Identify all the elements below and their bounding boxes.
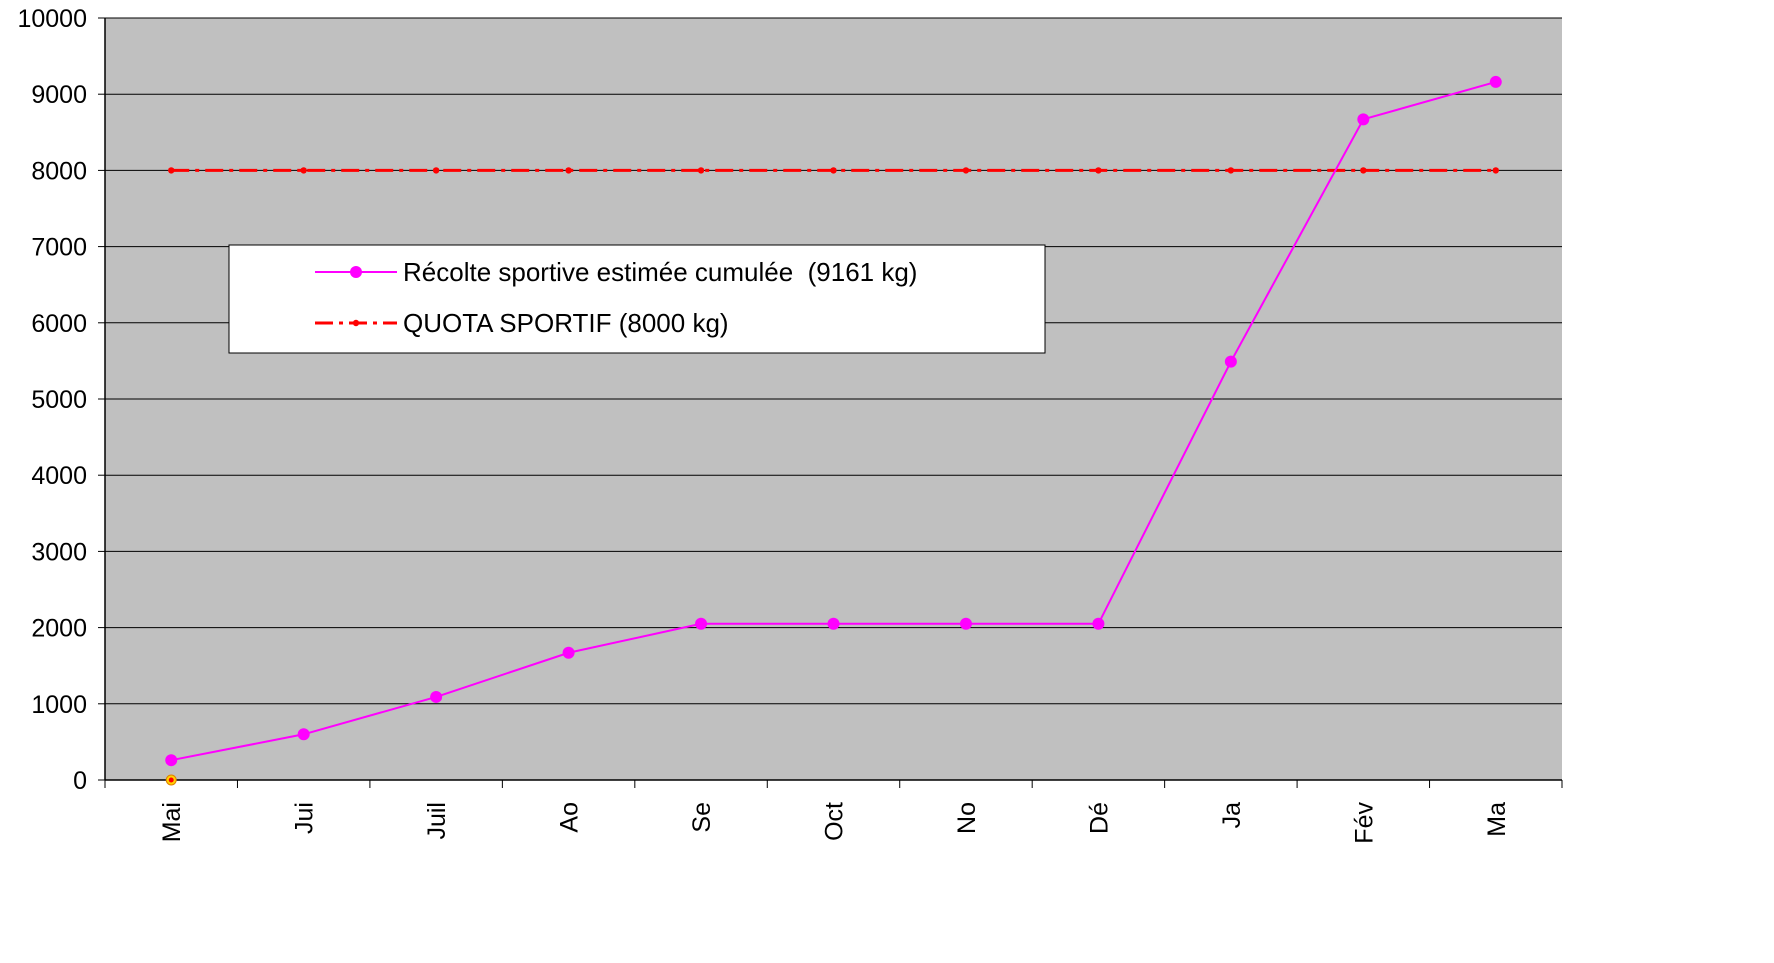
- series: [165, 75, 1502, 786]
- data-point-1-7: [1095, 167, 1102, 174]
- x-tick-label-Ao: Ao: [556, 802, 584, 833]
- legend-swatch-marker-1: [352, 319, 360, 327]
- data-point-1-5: [830, 167, 837, 174]
- y-tick-label-5000: 5000: [31, 386, 87, 414]
- y-tick-label-1000: 1000: [31, 691, 87, 719]
- y-tick-label-3000: 3000: [31, 538, 87, 566]
- data-point-1-3: [565, 167, 572, 174]
- data-point-1-9: [1360, 167, 1367, 174]
- y-tick-label-2000: 2000: [31, 615, 87, 643]
- data-point-0-6: [959, 617, 972, 630]
- x-tick-label-Ma: Ma: [1483, 802, 1511, 837]
- data-point-1-8: [1227, 167, 1235, 174]
- origin-marker-core: [168, 777, 174, 783]
- legend: Récolte sportive estimée cumulée (9161 k…: [228, 244, 1046, 354]
- x-tick-label-Mai: Mai: [158, 802, 186, 842]
- data-point-1-10: [1492, 167, 1499, 174]
- x-tick-label-Fév: Fév: [1350, 802, 1378, 844]
- data-point-1-0: [168, 167, 175, 174]
- x-tick-label-Se: Se: [688, 802, 716, 833]
- data-point-0-9: [1357, 113, 1370, 126]
- data-point-0-10: [1489, 75, 1502, 88]
- y-tick-label-7000: 7000: [31, 234, 87, 262]
- y-tick-label-10000: 10000: [17, 5, 87, 33]
- data-point-1-1: [300, 167, 307, 174]
- data-point-1-2: [432, 167, 440, 174]
- data-point-0-0: [165, 754, 178, 767]
- x-tick-label-No: No: [953, 802, 981, 834]
- series-1: [168, 167, 1499, 174]
- legend-swatch-marker-0: [350, 266, 362, 278]
- y-tick-label-0: 0: [73, 767, 87, 795]
- data-point-0-4: [695, 617, 708, 630]
- data-point-0-8: [1224, 355, 1237, 368]
- legend-label-0: Récolte sportive estimée cumulée (9161 k…: [403, 257, 917, 287]
- x-tick-label-Jui: Jui: [291, 802, 319, 834]
- y-tick-label-6000: 6000: [31, 310, 87, 338]
- x-tick-label-Dé: Dé: [1085, 802, 1113, 834]
- data-point-0-2: [430, 690, 443, 703]
- y-tick-label-9000: 9000: [31, 81, 87, 109]
- legend-box: [228, 244, 1046, 354]
- data-point-1-6: [962, 167, 970, 174]
- axes: 0 1000 2000 3000 4000 5000 6000 7000 8000 9000 100…: [17, 5, 1563, 844]
- data-point-0-3: [562, 646, 575, 659]
- x-tick-label-Juil: Juil: [423, 802, 451, 840]
- data-point-0-5: [827, 617, 840, 630]
- legend-label-1: QUOTA SPORTIF (8000 kg): [403, 308, 729, 338]
- data-point-1-4: [697, 167, 705, 174]
- y-tick-label-8000: 8000: [31, 157, 87, 185]
- x-tick-label-Oct: Oct: [821, 802, 849, 841]
- data-point-0-7: [1092, 617, 1105, 630]
- series-0: [165, 75, 1502, 767]
- x-tick-label-Ja: Ja: [1218, 802, 1246, 829]
- y-tick-label-4000: 4000: [31, 462, 87, 490]
- data-point-0-1: [297, 728, 310, 741]
